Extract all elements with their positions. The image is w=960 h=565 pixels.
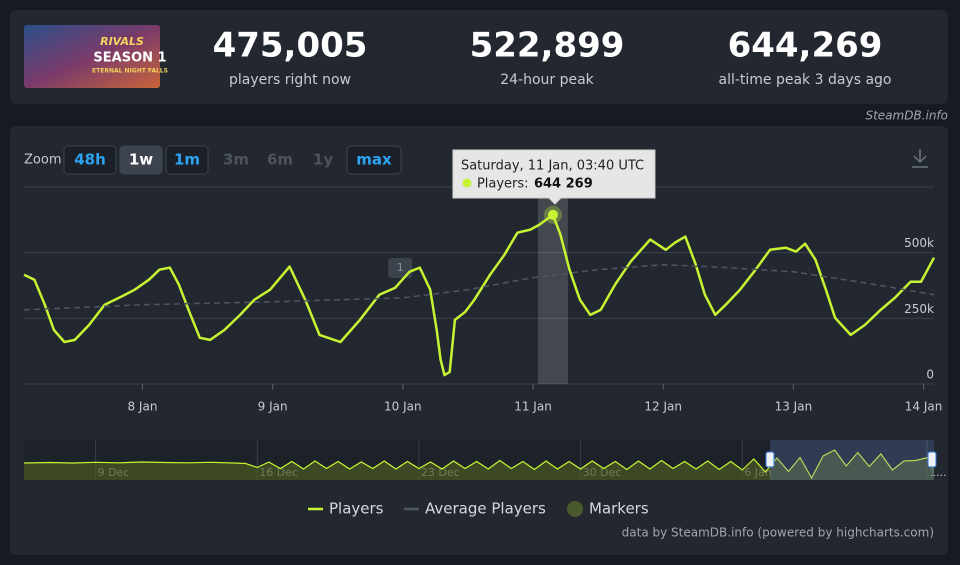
x-tick-label: 11 Jan (514, 400, 552, 414)
game-art (24, 25, 160, 88)
navigator-area (24, 450, 934, 480)
zoom-button[interactable] (346, 145, 402, 175)
navigator-line (23, 449, 935, 480)
legend-label[interactable]: Average Players (425, 500, 546, 518)
tooltip-title: Saturday, 11 Jan, 03:40 UTC (461, 159, 644, 174)
x-tick-label: 8 Jan (127, 400, 157, 414)
hover-point (547, 209, 558, 220)
legend-swatch (567, 501, 583, 517)
navigator-handle[interactable] (765, 451, 775, 468)
download-icon[interactable] (912, 149, 928, 168)
stat-value: 522,899 (470, 26, 625, 66)
stat-label: all-time peak 3 days ago (718, 72, 891, 88)
zoom-button-label[interactable]: max (356, 151, 392, 169)
zoom-button-label: 3m (223, 151, 249, 169)
zoom-button[interactable] (165, 145, 209, 175)
hover-band (537, 187, 568, 384)
stats-card (10, 10, 948, 104)
art-subtitle: ETERNAL NIGHT FALLS (92, 68, 168, 75)
tooltip-label: Players: (477, 177, 529, 192)
zoom-button-label: 6m (267, 151, 293, 169)
x-tick-label: 9 Jan (258, 400, 288, 414)
y-tick-label: 250k (904, 302, 934, 316)
marker-label: 1 (397, 261, 404, 274)
art-title: SEASON 1 (93, 51, 166, 66)
zoom-button-label[interactable]: 48h (74, 151, 106, 169)
stat-label: players right now (229, 72, 351, 88)
tooltip-box (452, 149, 656, 205)
navigator-selection[interactable] (770, 440, 934, 480)
tooltip-swatch (462, 178, 472, 188)
series-line (23, 213, 936, 377)
x-tick-label: 14 Jan (905, 400, 943, 414)
brand[interactable]: SteamDB.info (865, 109, 948, 123)
y-tick-label: 500k (904, 236, 934, 250)
y-tick-label: 0 (926, 368, 934, 382)
zoom-button-label: 1y (313, 151, 333, 169)
x-tick-label: 13 Jan (775, 400, 813, 414)
marker-flag (388, 258, 413, 278)
stat-value: 475,005 (213, 26, 368, 66)
zoom-label: Zoom (24, 153, 61, 168)
x-tick-label: 12 Jan (644, 400, 682, 414)
zoom-button-label[interactable]: 1w (129, 151, 153, 169)
zoom-button[interactable] (119, 145, 163, 175)
zoom-button[interactable] (63, 145, 117, 175)
stat-label: 24-hour peak (500, 72, 594, 88)
zoom-button-label[interactable]: 1m (174, 151, 200, 169)
x-tick-label: 10 Jan (384, 400, 422, 414)
tooltip-value: 644 269 (534, 177, 593, 192)
legend-label[interactable]: Markers (589, 500, 649, 518)
series-line (23, 263, 935, 311)
legend-label[interactable]: Players (329, 500, 384, 518)
credits[interactable]: data by SteamDB.info (powered by highcha… (622, 526, 934, 540)
stat-value: 644,269 (728, 26, 883, 66)
navigator-handle[interactable] (927, 451, 937, 468)
art-logo: RIVALS (100, 35, 144, 48)
